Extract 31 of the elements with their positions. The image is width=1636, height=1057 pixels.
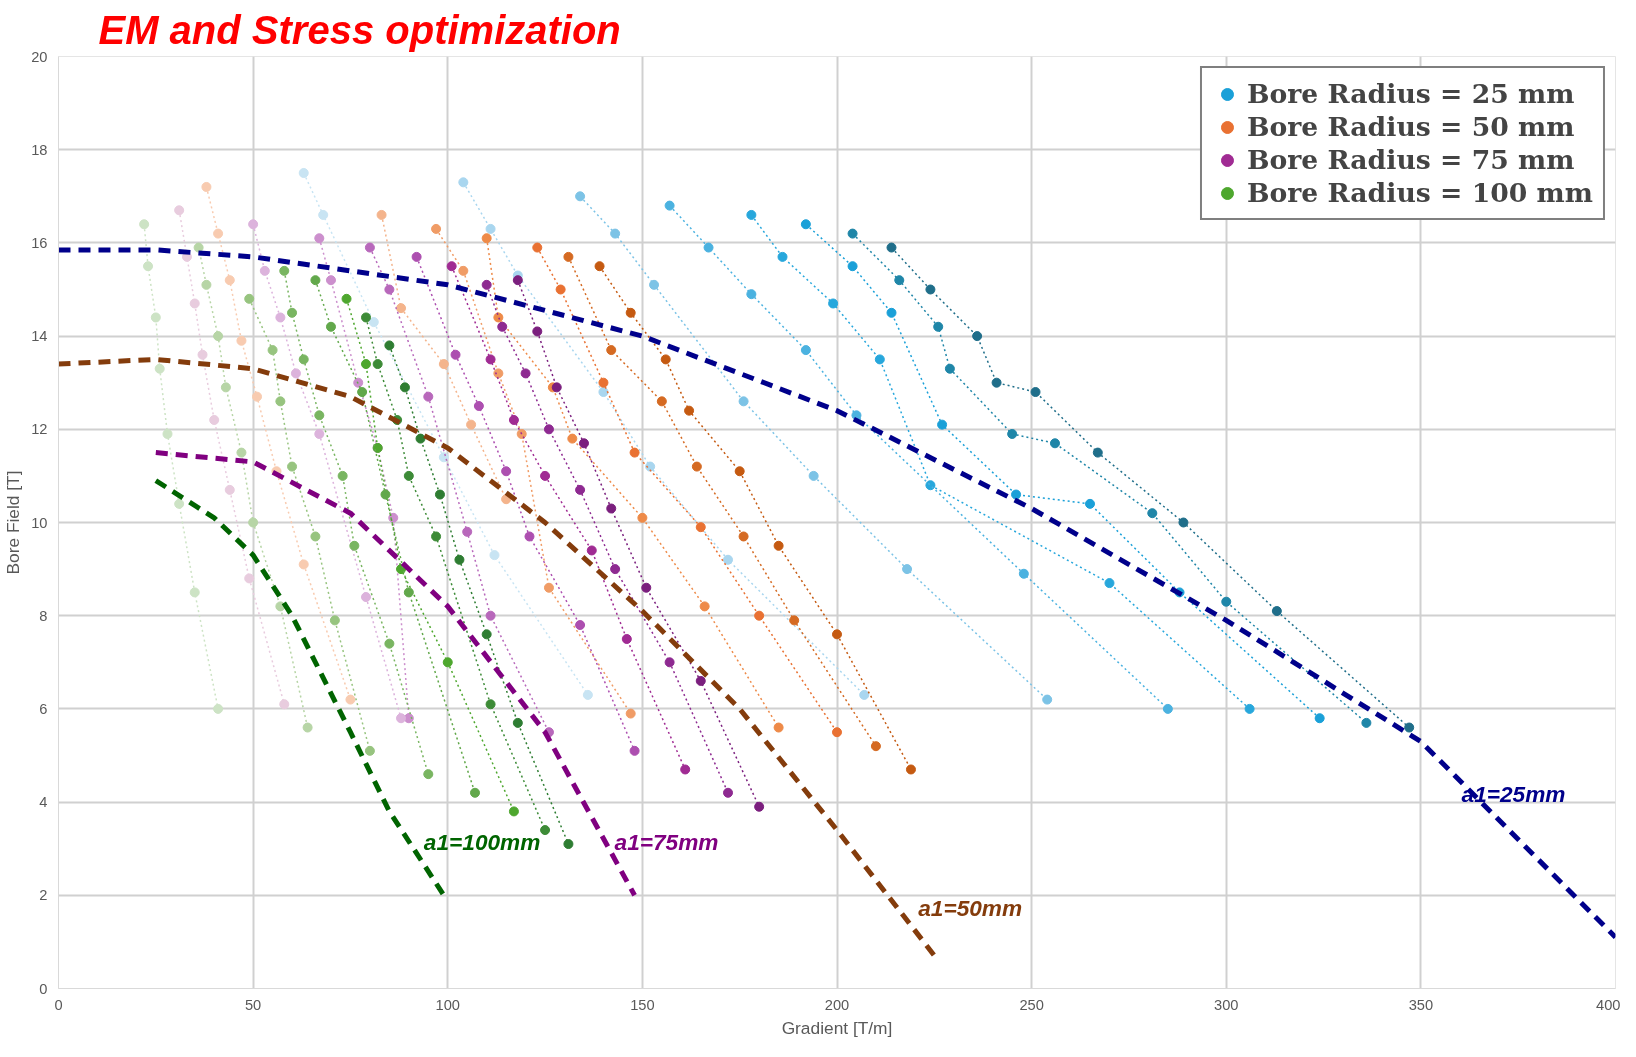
y-tick-label: 4 [39,794,48,811]
series-label: a1=50mm [918,894,1023,921]
x-tick-label: 250 [1019,996,1044,1013]
x-axis-title: Gradient [T/m] [781,1017,893,1038]
series-label: a1=25mm [1461,781,1566,808]
y-tick-label: 12 [31,421,48,438]
y-tick-label: 6 [39,700,48,717]
y-tick-label: 8 [39,607,48,624]
x-tick-label: 350 [1408,996,1434,1013]
y-tick-label: 10 [31,514,48,531]
legend-label: Bore Radius = 25 mm [1246,78,1575,109]
x-tick-label: 400 [1596,996,1621,1013]
x-tick-label: 200 [824,996,850,1013]
y-tick-label: 18 [31,141,48,158]
x-tick-label: 300 [1214,996,1239,1013]
legend-label: Bore Radius = 50 mm [1246,111,1575,142]
y-axis-title: Bore Field [T] [3,470,24,575]
y-tick-label: 2 [39,887,48,904]
chart-title: EM and Stress optimization [98,7,621,52]
legend-label: Bore Radius = 100 mm [1246,177,1593,208]
series-label: a1=100mm [423,829,541,856]
y-tick-label: 16 [31,234,48,251]
x-tick-label: 50 [244,996,262,1013]
legend-label: Bore Radius = 75 mm [1246,144,1575,175]
x-tick-label: 100 [435,996,460,1013]
y-tick-label: 0 [39,980,48,997]
series-label: a1=75mm [614,829,719,856]
y-tick-label: 20 [31,48,48,65]
y-tick-label: 14 [31,328,48,345]
x-tick-label: 0 [54,996,63,1013]
x-tick-label: 150 [630,996,655,1013]
